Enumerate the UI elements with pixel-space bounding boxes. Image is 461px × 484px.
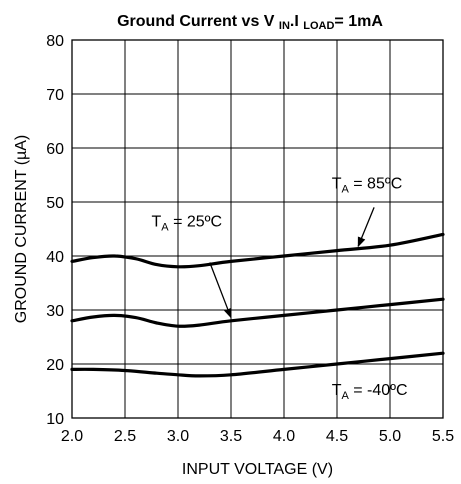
series-line-1: [70, 232, 445, 269]
x-tick-label: 4.0: [273, 428, 295, 445]
x-axis-label: INPUT VOLTAGE (V): [182, 461, 333, 478]
x-tick-label: 5.5: [432, 428, 454, 445]
y-tick-label: 20: [46, 357, 64, 374]
x-tick-label: 5.0: [379, 428, 401, 445]
y-tick-label: 40: [46, 249, 64, 266]
series-lines: [70, 232, 445, 378]
series-line-3: [70, 351, 445, 378]
x-tick-label: 3.5: [220, 428, 242, 445]
series-line-2: [70, 297, 445, 328]
annotation-label-1: TA = 85ºC: [332, 176, 403, 196]
annotation-label-3: TA = -40ºC: [332, 382, 408, 402]
y-tick-label: 50: [46, 195, 64, 212]
plot-frame: [71, 39, 444, 419]
x-tick-label: 4.5: [326, 428, 348, 445]
x-tick-label: 2.5: [114, 428, 136, 445]
title-sub-in: IN: [279, 20, 290, 32]
chart-title: Ground Current vs V IN.I LOAD= 1mA: [117, 13, 383, 32]
annotation-arrow-2: [209, 262, 232, 319]
annotations: TA = 85ºC TA = 25ºC TA = -40ºC: [152, 176, 408, 402]
x-tick-label: 3.0: [167, 428, 189, 445]
annotation-label-2: TA = 25ºC: [152, 213, 223, 233]
y-tick-label: 10: [46, 411, 64, 428]
y-tick-label: 60: [46, 141, 64, 158]
annotation-arrow-1: [357, 207, 375, 248]
title-mid: .I: [290, 13, 303, 30]
y-tick-label: 30: [46, 303, 64, 320]
title-sub-load: LOAD: [303, 20, 334, 32]
grid: [71, 39, 444, 419]
y-axis-label: GROUND CURRENT (µA): [13, 135, 30, 323]
y-tick-label: 80: [46, 33, 64, 50]
x-tick-label: 2.0: [61, 428, 83, 445]
title-main: Ground Current vs V: [117, 13, 279, 30]
title-end: = 1mA: [334, 13, 383, 30]
tick-labels: 2.0 2.5 3.0 3.5 4.0 4.5 5.0 5.5 10 20 30 40 50 60 70 80: [46, 33, 454, 445]
y-tick-label: 70: [46, 87, 64, 104]
